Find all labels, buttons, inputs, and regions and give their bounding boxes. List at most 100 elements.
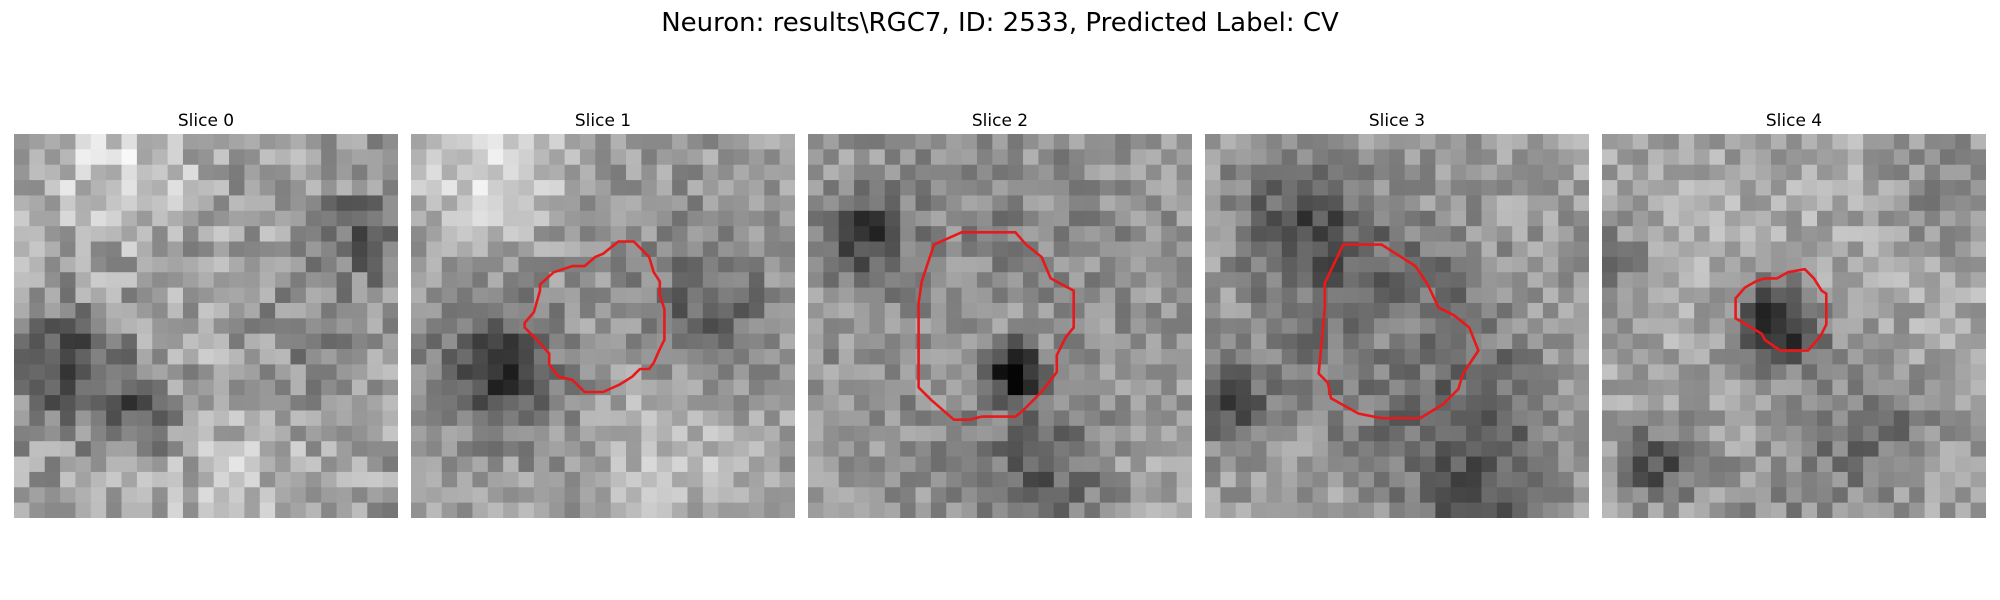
image-pixel	[565, 318, 581, 334]
image-pixel	[1220, 410, 1236, 426]
image-pixel	[580, 441, 596, 457]
image-pixel	[1023, 410, 1039, 426]
image-pixel	[1940, 426, 1956, 442]
image-pixel	[1756, 426, 1772, 442]
image-pixel	[1528, 441, 1544, 457]
image-pixel	[916, 503, 932, 518]
image-pixel	[1131, 380, 1147, 396]
image-pixel	[749, 349, 765, 365]
image-pixel	[244, 180, 260, 196]
image-pixel	[1574, 426, 1589, 442]
image-pixel	[764, 318, 780, 334]
image-pixel	[869, 318, 885, 334]
image-pixel	[1131, 288, 1147, 304]
image-pixel	[1282, 226, 1298, 242]
image-pixel	[1878, 134, 1894, 150]
image-pixel	[214, 134, 230, 150]
image-pixel	[946, 303, 962, 319]
image-pixel	[734, 180, 750, 196]
image-pixel	[214, 180, 230, 196]
image-pixel	[885, 410, 901, 426]
image-pixel	[1633, 441, 1649, 457]
image-pixel	[1251, 364, 1267, 380]
image-pixel	[1771, 180, 1787, 196]
image-pixel	[1679, 134, 1695, 150]
image-pixel	[1008, 180, 1024, 196]
image-pixel	[885, 426, 901, 442]
image-pixel	[611, 318, 627, 334]
image-pixel	[839, 195, 855, 211]
image-pixel	[626, 195, 642, 211]
image-pixel	[1220, 426, 1236, 442]
image-pixel	[290, 180, 306, 196]
image-pixel	[198, 257, 214, 273]
image-pixel	[1282, 257, 1298, 273]
image-pixel	[1894, 195, 1910, 211]
image-pixel	[1786, 303, 1802, 319]
image-pixel	[1236, 272, 1252, 288]
image-pixel	[1648, 364, 1664, 380]
image-pixel	[1786, 395, 1802, 411]
image-pixel	[1971, 410, 1986, 426]
image-pixel	[1528, 211, 1544, 227]
image-pixel	[885, 318, 901, 334]
image-pixel	[1266, 441, 1282, 457]
image-pixel	[703, 165, 719, 181]
image-pixel	[168, 364, 184, 380]
image-pixel	[214, 318, 230, 334]
image-pixel	[137, 364, 153, 380]
image-pixel	[1848, 288, 1864, 304]
image-pixel	[992, 472, 1008, 488]
image-pixel	[687, 195, 703, 211]
image-pixel	[931, 426, 947, 442]
image-pixel	[565, 487, 581, 503]
image-pixel	[1420, 195, 1436, 211]
image-pixel	[442, 426, 458, 442]
image-pixel	[1725, 472, 1741, 488]
image-pixel	[1832, 487, 1848, 503]
image-pixel	[1205, 334, 1221, 350]
image-pixel	[1177, 165, 1192, 181]
image-pixel	[383, 257, 398, 273]
image-pixel	[214, 149, 230, 165]
image-pixel	[1679, 318, 1695, 334]
image-pixel	[1512, 303, 1528, 319]
image-pixel	[229, 426, 245, 442]
image-pixel	[900, 242, 916, 258]
image-pixel	[1832, 426, 1848, 442]
image-pixel	[122, 272, 138, 288]
image-pixel	[657, 165, 673, 181]
image-pixel	[549, 288, 565, 304]
image-pixel	[734, 257, 750, 273]
image-pixel	[565, 472, 581, 488]
image-pixel	[1710, 272, 1726, 288]
image-pixel	[1679, 334, 1695, 350]
image-pixel	[703, 487, 719, 503]
image-pixel	[854, 195, 870, 211]
image-pixel	[1710, 503, 1726, 518]
image-pixel	[595, 195, 611, 211]
image-pixel	[1679, 380, 1695, 396]
image-pixel	[214, 226, 230, 242]
image-pixel	[1266, 410, 1282, 426]
image-pixel	[1528, 364, 1544, 380]
image-pixel	[75, 457, 91, 473]
image-pixel	[137, 334, 153, 350]
image-pixel	[183, 226, 199, 242]
image-pixel	[106, 134, 122, 150]
image-pixel	[549, 457, 565, 473]
image-pixel	[1832, 318, 1848, 334]
image-pixel	[214, 242, 230, 258]
image-pixel	[1389, 441, 1405, 457]
image-pixel	[1710, 257, 1726, 273]
image-pixel	[106, 180, 122, 196]
image-pixel	[1817, 149, 1833, 165]
image-pixel	[1497, 380, 1513, 396]
image-pixel	[106, 272, 122, 288]
image-pixel	[260, 472, 276, 488]
image-pixel	[472, 180, 488, 196]
image-pixel	[1251, 272, 1267, 288]
image-pixel	[1512, 195, 1528, 211]
image-pixel	[457, 380, 473, 396]
image-pixel	[106, 472, 122, 488]
